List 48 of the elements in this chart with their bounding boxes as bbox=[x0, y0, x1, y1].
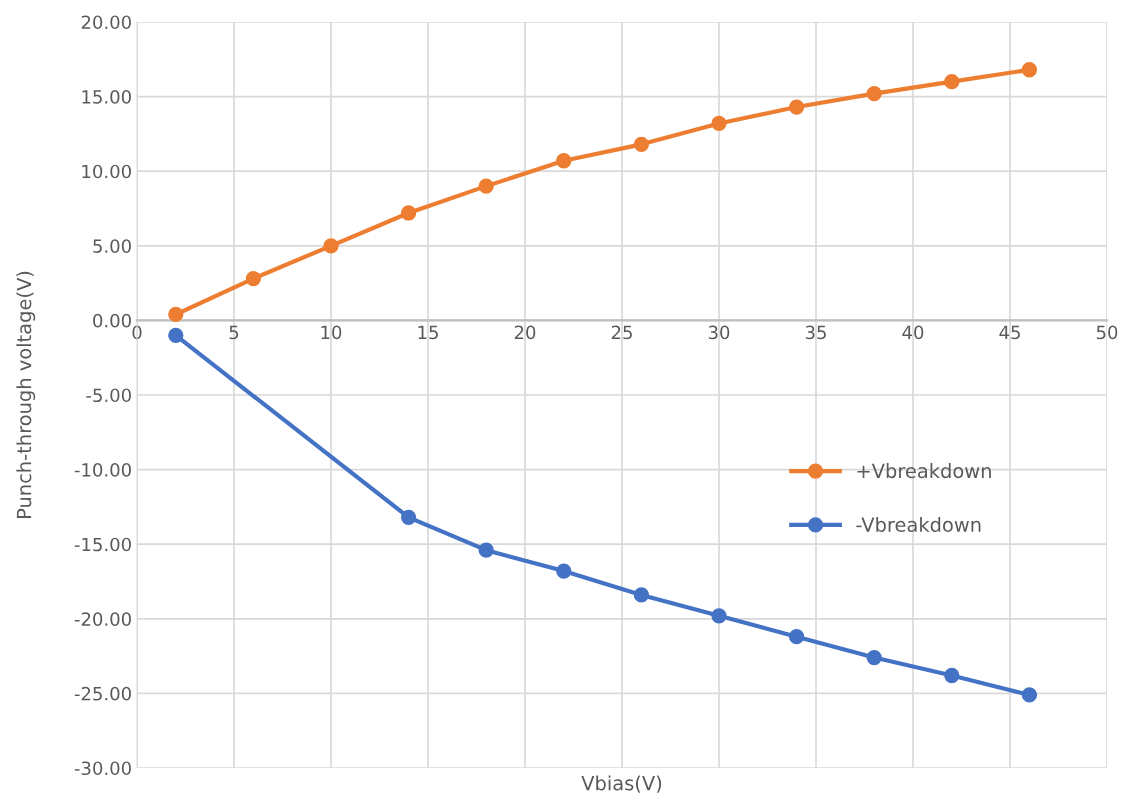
x-tick-label: 5 bbox=[229, 325, 239, 340]
point bbox=[323, 238, 339, 254]
y-tick-label: 15.00 bbox=[82, 90, 131, 104]
point bbox=[633, 587, 650, 603]
point bbox=[788, 99, 805, 115]
x-tick-label: 45 bbox=[999, 325, 1020, 340]
point bbox=[1021, 62, 1038, 78]
point bbox=[711, 608, 727, 624]
x-tick-label: 30 bbox=[708, 325, 730, 340]
y-tick-label: -5.00 bbox=[86, 388, 131, 403]
y-axis-title: Punch-through voltage(V) bbox=[16, 271, 36, 518]
point bbox=[478, 178, 494, 194]
point bbox=[788, 629, 805, 645]
point bbox=[400, 205, 417, 221]
point bbox=[866, 649, 882, 666]
point bbox=[556, 563, 572, 579]
point bbox=[866, 85, 882, 102]
y-tick-label: 20.00 bbox=[81, 15, 131, 30]
y-tick-label: -25.00 bbox=[74, 686, 131, 701]
y-tick-label: -10.00 bbox=[74, 463, 131, 477]
y-tick-label: -20.00 bbox=[74, 612, 131, 626]
x-tick-label: 10 bbox=[321, 325, 342, 340]
y-tick-label: 0.00 bbox=[93, 313, 131, 328]
x-tick-label: 40 bbox=[902, 325, 924, 340]
legend-label: -Vbreakdown bbox=[856, 516, 981, 532]
y-tick-label: 5.00 bbox=[93, 239, 131, 253]
point bbox=[168, 306, 184, 323]
point bbox=[245, 270, 262, 287]
x-tick-label: 20 bbox=[514, 325, 536, 340]
legend-label: +Vbreakdown bbox=[857, 463, 991, 479]
x-tick-label: 15 bbox=[418, 325, 438, 340]
x-axis-title: Vbias(V) bbox=[581, 775, 662, 793]
x-tick-label: 25 bbox=[611, 325, 632, 340]
point bbox=[400, 509, 417, 525]
point bbox=[633, 136, 650, 152]
point bbox=[944, 667, 960, 684]
y-tick-label: 10.00 bbox=[82, 164, 131, 179]
y-tick-label: -30.00 bbox=[74, 761, 131, 776]
point bbox=[1021, 687, 1038, 703]
point bbox=[711, 115, 727, 132]
x-tick-label: 35 bbox=[805, 325, 826, 340]
x-tick-label: 50 bbox=[1096, 325, 1118, 340]
point bbox=[478, 542, 494, 558]
point bbox=[944, 74, 960, 90]
point bbox=[556, 153, 572, 169]
y-tick-label: -15.00 bbox=[74, 537, 131, 552]
x-tick-label: 0 bbox=[132, 325, 142, 340]
point bbox=[168, 327, 184, 343]
